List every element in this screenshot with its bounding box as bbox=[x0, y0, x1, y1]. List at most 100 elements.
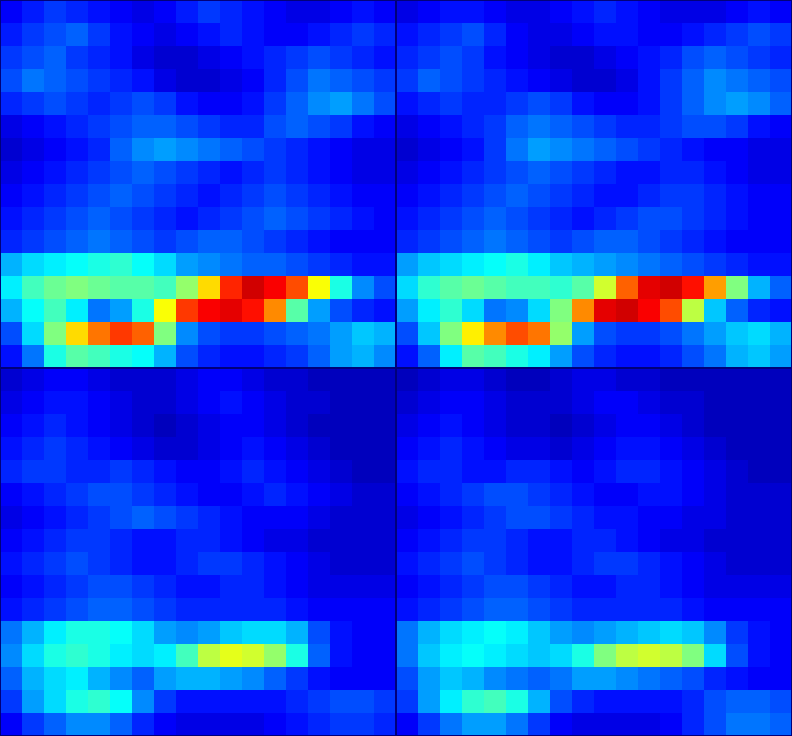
heatmap-cell bbox=[770, 0, 792, 24]
heatmap-cell bbox=[748, 667, 771, 691]
heatmap-cell bbox=[44, 621, 67, 645]
heatmap-cell bbox=[330, 276, 353, 300]
heatmap-cell bbox=[704, 552, 727, 576]
heatmap-cell bbox=[550, 299, 573, 323]
heatmap-cell bbox=[44, 552, 67, 576]
heatmap-cell bbox=[506, 644, 529, 668]
heatmap-cell bbox=[572, 506, 595, 530]
heatmap-cell bbox=[22, 276, 45, 300]
heatmap-cell bbox=[594, 0, 617, 24]
heatmap-cell bbox=[286, 598, 309, 622]
heatmap-cell bbox=[88, 667, 111, 691]
heatmap-cell bbox=[594, 184, 617, 208]
heatmap-cell bbox=[264, 644, 287, 668]
heatmap-panel bbox=[396, 0, 792, 369]
heatmap-cell bbox=[484, 667, 507, 691]
heatmap-cell bbox=[396, 529, 419, 553]
heatmap-cell bbox=[374, 322, 397, 346]
heatmap-cell bbox=[66, 598, 89, 622]
heatmap-cell bbox=[550, 184, 573, 208]
heatmap-cell bbox=[132, 184, 155, 208]
heatmap-cell bbox=[440, 161, 463, 185]
heatmap-cell bbox=[198, 368, 221, 392]
heatmap-cell bbox=[330, 575, 353, 599]
heatmap-cell bbox=[242, 644, 265, 668]
heatmap-cell bbox=[770, 184, 792, 208]
heatmap-cell bbox=[66, 552, 89, 576]
heatmap-cell bbox=[462, 552, 485, 576]
heatmap-cell bbox=[396, 138, 419, 162]
heatmap-cell bbox=[660, 345, 683, 369]
heatmap-cell bbox=[264, 529, 287, 553]
heatmap-cell bbox=[88, 276, 111, 300]
heatmap-cell bbox=[176, 598, 199, 622]
heatmap-cell bbox=[726, 161, 749, 185]
heatmap-cell bbox=[616, 138, 639, 162]
heatmap-cell bbox=[286, 644, 309, 668]
heatmap-cell bbox=[616, 621, 639, 645]
heatmap-cell bbox=[154, 322, 177, 346]
heatmap-cell bbox=[352, 299, 375, 323]
heatmap-cell bbox=[154, 23, 177, 47]
heatmap-cell bbox=[748, 23, 771, 47]
heatmap-cell bbox=[528, 161, 551, 185]
heatmap-cell bbox=[528, 598, 551, 622]
heatmap-cell bbox=[22, 621, 45, 645]
heatmap-cell bbox=[352, 322, 375, 346]
heatmap-cell bbox=[88, 230, 111, 254]
heatmap-cell bbox=[176, 644, 199, 668]
heatmap-cell bbox=[110, 276, 133, 300]
heatmap-cell bbox=[440, 253, 463, 277]
heatmap-cell bbox=[22, 368, 45, 392]
heatmap-cell bbox=[220, 621, 243, 645]
heatmap-cell bbox=[440, 23, 463, 47]
heatmap-cell bbox=[660, 644, 683, 668]
heatmap-cell bbox=[264, 483, 287, 507]
heatmap-cell bbox=[308, 529, 331, 553]
heatmap-cell bbox=[220, 276, 243, 300]
heatmap-cell bbox=[264, 368, 287, 392]
heatmap-cell bbox=[198, 23, 221, 47]
heatmap-cell bbox=[506, 621, 529, 645]
heatmap-cell bbox=[506, 460, 529, 484]
heatmap-cell bbox=[418, 368, 441, 392]
heatmap-cell bbox=[748, 529, 771, 553]
heatmap-cell bbox=[594, 575, 617, 599]
heatmap-cell bbox=[418, 460, 441, 484]
heatmap-cell bbox=[22, 575, 45, 599]
heatmap-cell bbox=[22, 644, 45, 668]
heatmap-cell bbox=[594, 230, 617, 254]
heatmap-cell bbox=[660, 391, 683, 415]
heatmap-cell bbox=[616, 253, 639, 277]
heatmap-cell bbox=[264, 230, 287, 254]
heatmap-cell bbox=[704, 414, 727, 438]
heatmap-cell bbox=[352, 621, 375, 645]
heatmap-cell bbox=[220, 552, 243, 576]
heatmap-cell bbox=[506, 552, 529, 576]
heatmap-cell bbox=[22, 207, 45, 231]
heatmap-cell bbox=[528, 391, 551, 415]
heatmap-cell bbox=[770, 713, 792, 736]
heatmap-cell bbox=[44, 276, 67, 300]
heatmap-cell bbox=[462, 529, 485, 553]
heatmap-cell bbox=[440, 299, 463, 323]
heatmap-cell bbox=[528, 230, 551, 254]
heatmap-cell bbox=[66, 46, 89, 70]
heatmap-cell bbox=[352, 529, 375, 553]
heatmap-cell bbox=[594, 414, 617, 438]
heatmap-cell bbox=[198, 184, 221, 208]
heatmap-cell bbox=[484, 92, 507, 116]
heatmap-cell bbox=[44, 391, 67, 415]
heatmap-cell bbox=[440, 345, 463, 369]
heatmap-cell bbox=[44, 483, 67, 507]
heatmap-cell bbox=[44, 299, 67, 323]
heatmap-cell bbox=[550, 575, 573, 599]
heatmap-cell bbox=[330, 253, 353, 277]
heatmap-cell bbox=[748, 184, 771, 208]
heatmap-cell bbox=[264, 207, 287, 231]
heatmap-cell bbox=[418, 276, 441, 300]
heatmap-cell bbox=[198, 391, 221, 415]
heatmap-cell bbox=[682, 621, 705, 645]
heatmap-cell bbox=[220, 414, 243, 438]
heatmap-cell bbox=[506, 115, 529, 139]
